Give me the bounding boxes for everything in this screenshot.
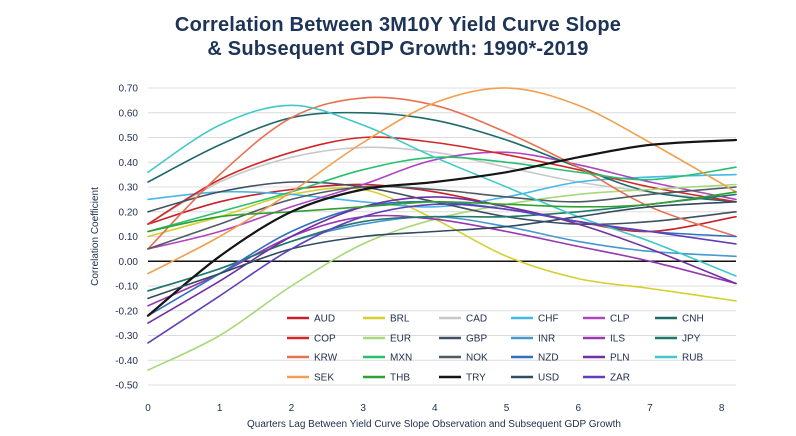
series-line-pln	[147, 196, 737, 324]
legend-label-ils: ILS	[610, 334, 625, 345]
x-tick-label: 2	[289, 403, 295, 414]
series-line-nok	[147, 185, 737, 250]
series-line-jpy	[147, 193, 737, 292]
chart-title-line-2: & Subsequent GDP Growth: 1990*-2019	[207, 38, 589, 60]
legend-label-pln: PLN	[610, 353, 629, 364]
legend-label-krw: KRW	[314, 353, 338, 364]
legend: AUD BRL CAD CHF CLP CNH COP EUR GBP INR ILS JPY KRW M…	[287, 314, 704, 384]
x-tick-label: 3	[360, 403, 366, 414]
legend-label-cop: COP	[314, 334, 336, 345]
y-tick-label: -0.50	[115, 381, 138, 392]
y-tick-label: 0.60	[119, 108, 139, 119]
y-axis-label: Correlation Coefficient	[90, 187, 101, 286]
series-line-clp	[147, 151, 737, 250]
legend-label-rub: RUB	[682, 353, 703, 364]
legend-label-thb: THB	[390, 373, 410, 384]
x-tick-label: 1	[217, 403, 223, 414]
series-line-inr	[147, 215, 737, 292]
legend-label-usd: USD	[538, 373, 559, 384]
chart-title-line-1: Correlation Between 3M10Y Yield Curve Sl…	[174, 14, 622, 36]
series-line-try	[146, 138, 738, 317]
series-line-zar	[147, 203, 737, 344]
y-axis-ticks: 0.70 0.60 0.50 0.40 0.30 0.20 0.10 0.00 -0.10 -0.…	[115, 84, 138, 392]
y-tick-label: 0.10	[119, 232, 139, 243]
series-line-cop	[147, 136, 737, 225]
series-lines	[146, 87, 738, 371]
series-line-usd	[147, 201, 737, 300]
y-tick-label: -0.10	[115, 282, 138, 293]
series-line-rub	[147, 104, 737, 277]
series-line-krw	[147, 96, 737, 250]
y-tick-label: 0.30	[119, 183, 139, 194]
legend-label-inr: INR	[538, 334, 555, 345]
x-axis-ticks: 0 1 2 3 4 5 6 7 8	[145, 403, 725, 414]
y-tick-label: -0.20	[115, 306, 138, 317]
x-tick-label: 8	[719, 403, 725, 414]
y-tick-label: 0.00	[119, 257, 139, 268]
y-tick-label: -0.40	[115, 356, 138, 367]
x-tick-label: 0	[145, 403, 151, 414]
legend-label-eur: EUR	[390, 334, 411, 345]
x-axis-label: Quarters Lag Between Yield Curve Slope O…	[247, 419, 621, 430]
y-tick-label: 0.50	[119, 133, 139, 144]
legend-label-clp: CLP	[610, 314, 630, 325]
series-line-thb	[147, 191, 737, 233]
legend-label-nzd: NZD	[538, 353, 559, 364]
x-tick-label: 6	[575, 403, 581, 414]
series-line-ils	[147, 214, 737, 307]
y-tick-label: -0.30	[115, 331, 138, 342]
legend-label-brl: BRL	[390, 314, 410, 325]
series-line-aud	[147, 183, 737, 233]
series-line-cnh	[147, 111, 737, 203]
series-line-sek	[147, 87, 737, 275]
legend-label-sek: SEK	[314, 373, 334, 384]
y-tick-label: 0.70	[119, 84, 139, 95]
legend-label-gbp: GBP	[466, 334, 487, 345]
legend-label-aud: AUD	[314, 314, 335, 325]
x-tick-label: 7	[647, 403, 653, 414]
legend-label-cnh: CNH	[682, 314, 704, 325]
legend-label-chf: CHF	[538, 314, 559, 325]
x-tick-label: 4	[432, 403, 438, 414]
legend-label-mxn: MXN	[390, 353, 412, 364]
legend-label-try: TRY	[466, 373, 486, 384]
legend-label-cad: CAD	[466, 314, 487, 325]
y-tick-label: 0.40	[119, 158, 139, 169]
x-tick-label: 5	[504, 403, 510, 414]
legend-label-jpy: JPY	[682, 334, 701, 345]
y-tick-label: 0.20	[119, 207, 139, 218]
legend-label-nok: NOK	[466, 353, 488, 364]
legend-label-zar: ZAR	[610, 373, 630, 384]
